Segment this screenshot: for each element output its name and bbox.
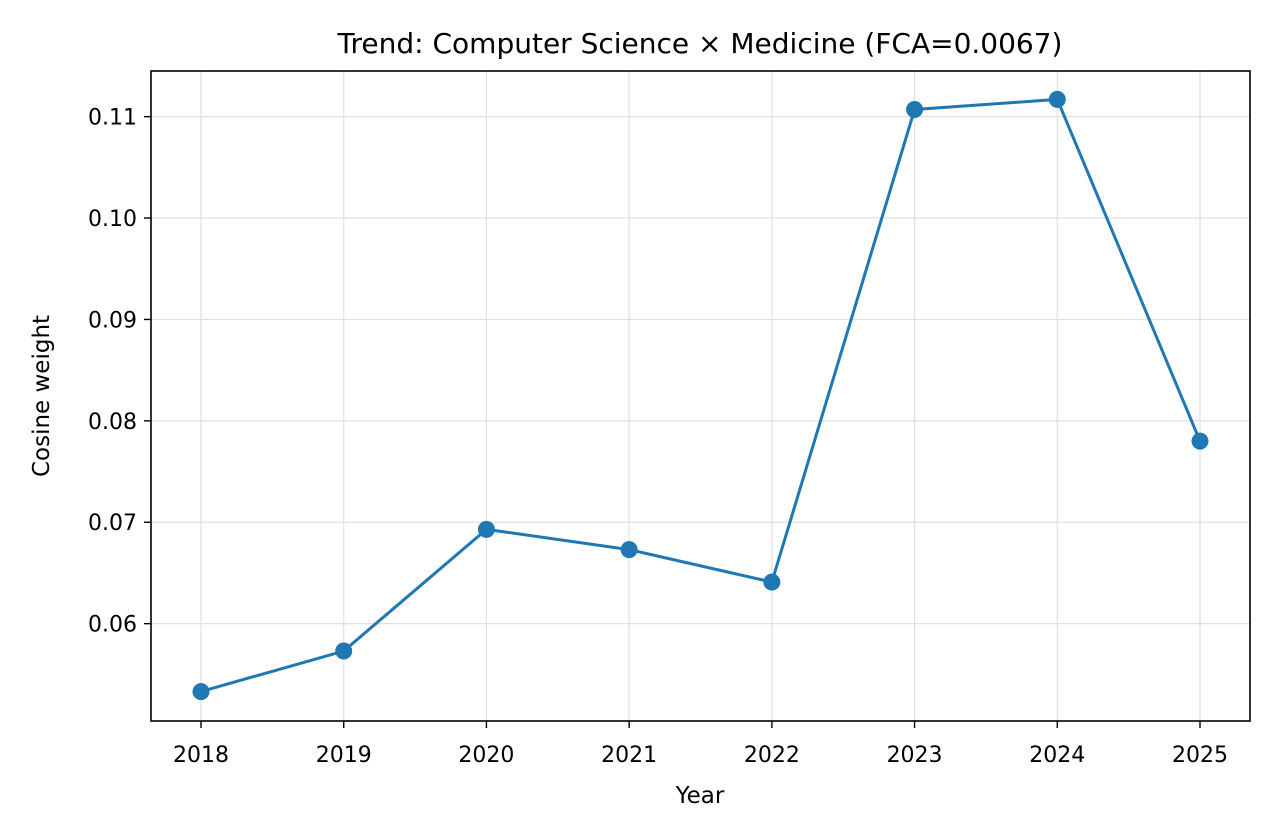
data-point-2022: [763, 573, 781, 591]
x-tick-label: 2025: [1172, 743, 1228, 768]
y-tick-label: 0.07: [88, 511, 137, 536]
y-tick-label: 0.06: [88, 613, 137, 638]
y-tick-label: 0.10: [88, 207, 137, 232]
x-tick-label: 2018: [173, 743, 229, 768]
series-layer: [192, 90, 1209, 701]
y-axis-ticks: 0.06 0.07 0.08 0.09 0.10 0.11: [88, 106, 151, 638]
x-tick-label: 2021: [601, 743, 657, 768]
plot-frame: [150, 70, 1251, 722]
grid: [151, 71, 1250, 721]
data-point-2019: [335, 642, 353, 660]
x-tick-label: 2020: [458, 743, 514, 768]
x-tick-label: 2023: [887, 743, 943, 768]
data-point-2021: [620, 541, 638, 559]
series-line: [200, 97, 1202, 694]
y-tick-label: 0.08: [88, 410, 137, 435]
chart-title: Trend: Computer Science × Medicine (FCA=…: [337, 27, 1063, 60]
x-tick-label: 2019: [316, 743, 372, 768]
data-point-2024: [1048, 90, 1066, 108]
x-axis-label: Year: [675, 783, 725, 809]
x-tick-label: 2024: [1029, 743, 1085, 768]
data-point-2025: [1191, 432, 1209, 450]
data-point-2018: [192, 683, 210, 701]
y-tick-label: 0.11: [88, 106, 137, 131]
y-tick-label: 0.09: [88, 308, 137, 333]
data-point-2023: [906, 101, 924, 119]
x-tick-label: 2022: [744, 743, 800, 768]
y-axis-label: Cosine weight: [29, 315, 55, 477]
data-point-2020: [477, 520, 495, 538]
x-axis-ticks: 2018 2019 2020 2021 2022 2023 2024 2025: [173, 721, 1228, 768]
